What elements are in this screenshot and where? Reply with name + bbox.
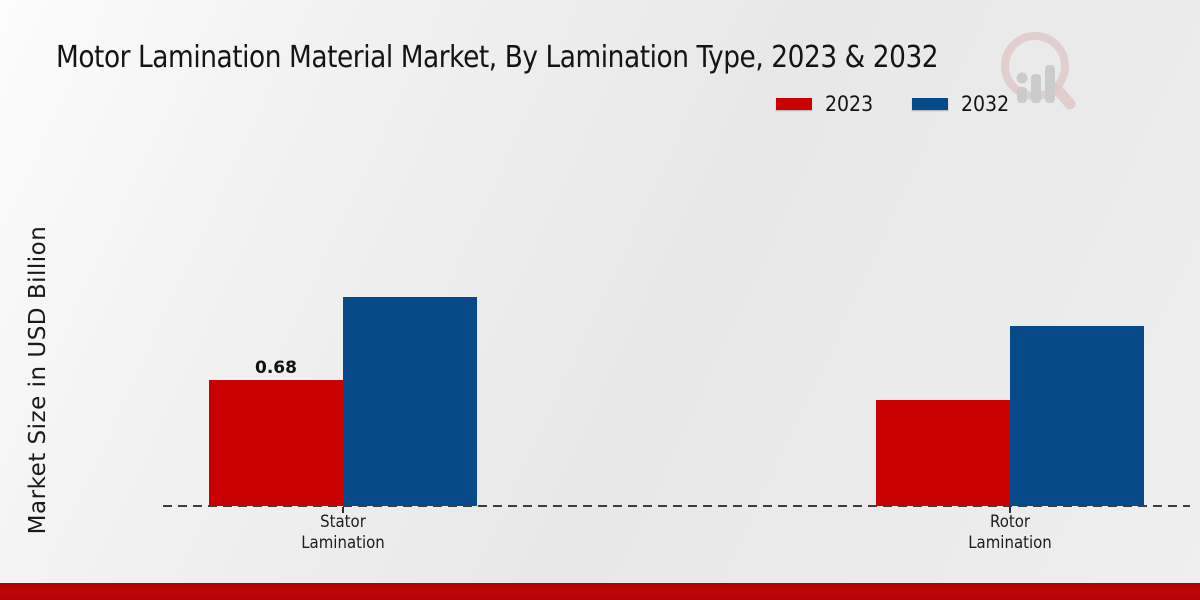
bar-value-label: 0.68	[255, 358, 297, 378]
category-label-rotor-lamination: Rotor Lamination	[963, 512, 1058, 554]
x-axis-tick	[342, 507, 344, 513]
legend-item-2023: 2023	[776, 92, 878, 116]
legend: 2023 2032	[776, 92, 1015, 116]
legend-label-2032: 2032	[961, 92, 1010, 116]
legend-label-2023: 2023	[825, 92, 874, 116]
category-label-stator-lamination: Stator Lamination	[296, 512, 391, 554]
x-axis-tick	[1009, 507, 1011, 513]
category-label-text: Stator Lamination	[301, 512, 385, 553]
legend-item-2032: 2032	[912, 92, 1014, 116]
bar-2023-stator-lamination	[209, 380, 343, 506]
bar-2023-rotor-lamination	[876, 400, 1010, 506]
category-label-text: Rotor Lamination	[968, 512, 1052, 553]
legend-swatch-2032	[912, 98, 949, 110]
footer-red-strip	[0, 583, 1200, 600]
bar-2032-rotor-lamination	[1010, 326, 1144, 506]
magnifier-bar-chart-logo-icon	[1001, 32, 1076, 110]
chart-title: Motor Lamination Material Market, By Lam…	[56, 40, 939, 75]
x-axis-dashed-baseline	[163, 505, 1190, 507]
bar-2032-stator-lamination	[343, 297, 477, 506]
legend-swatch-2023	[776, 98, 812, 110]
